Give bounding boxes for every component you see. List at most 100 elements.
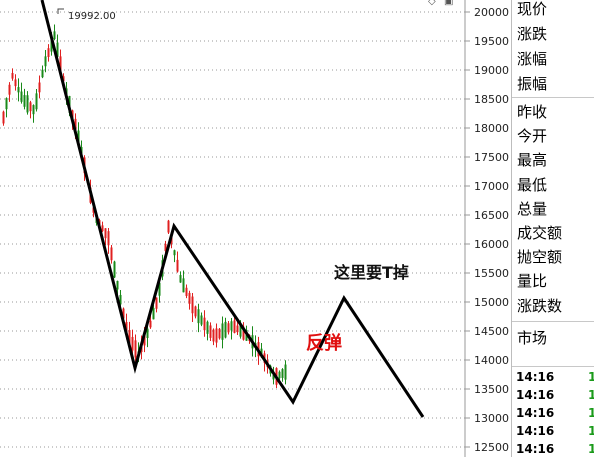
tick-row[interactable]: 14:16 1 [512, 406, 594, 424]
candle-body [32, 105, 35, 115]
tick-time: 14:16 [516, 406, 555, 420]
candle-body [284, 364, 287, 380]
candle-body [59, 56, 62, 73]
candle-body [110, 247, 113, 261]
candle-body [239, 325, 242, 337]
tick-row[interactable]: 14:16 1 [512, 370, 594, 388]
y-tick-label: 12500 [474, 441, 509, 454]
peak-marker [57, 8, 64, 14]
y-tick-label: 15000 [474, 296, 509, 309]
candle-body [26, 95, 29, 113]
candle-body [62, 76, 65, 82]
y-tick-label: 16000 [474, 238, 509, 251]
candle-body [56, 42, 59, 57]
candle-body [230, 321, 233, 331]
candle-body [167, 220, 170, 233]
candle-body [8, 84, 11, 95]
candle-body [38, 82, 41, 93]
diamond-icon[interactable]: ◇ [428, 0, 436, 7]
candle-body [281, 369, 284, 378]
candle-body [50, 36, 53, 52]
y-tick-label: 15500 [474, 267, 509, 280]
candle-body [278, 371, 281, 379]
candle-body [119, 294, 122, 305]
candle-body [188, 292, 191, 304]
candle-body [11, 72, 14, 79]
y-tick-label: 18000 [474, 122, 509, 135]
stat-label: 涨跌数 [517, 296, 563, 315]
stat-label: 最低 [517, 175, 548, 194]
peak-label: 19992.00 [68, 11, 116, 22]
candle-body [20, 91, 23, 102]
tick-row[interactable]: 14:16 1 [512, 388, 594, 406]
tick-time: 14:16 [516, 424, 555, 438]
candle-body [92, 207, 95, 213]
window-icon[interactable]: ▣ [444, 0, 454, 7]
candle-body [197, 309, 200, 324]
tick-row[interactable]: 14:16 1 [512, 442, 594, 460]
candle-body [53, 31, 56, 40]
y-tick-label: 17500 [474, 151, 509, 164]
candle-body [104, 228, 107, 239]
candle-body [158, 282, 161, 296]
candle-body [206, 321, 209, 334]
tick-row[interactable]: 14:16 1 [512, 424, 594, 442]
candle-body [2, 111, 5, 124]
quote-label: 涨幅 [517, 50, 548, 68]
candle-body [173, 250, 176, 256]
stat-label: 今开 [517, 127, 548, 146]
stat-label: 抛空额 [517, 248, 563, 267]
quote-label: 现价 [517, 0, 548, 18]
candle-body [194, 306, 197, 317]
candle-body [146, 328, 149, 338]
candle-body [191, 296, 194, 314]
stat-label: 成交额 [517, 224, 563, 242]
y-tick-label: 18500 [474, 93, 509, 106]
candle-body [218, 328, 221, 339]
candle-body [23, 95, 26, 107]
candle-body [113, 261, 116, 278]
candle-body [44, 56, 47, 67]
y-tick-label: 19500 [474, 35, 509, 48]
candle-body [155, 297, 158, 309]
candle-body [107, 231, 110, 246]
candle-body [182, 278, 185, 293]
y-tick-label: 19000 [474, 64, 509, 77]
y-tick-label: 13500 [474, 383, 509, 396]
candle-body [179, 275, 182, 283]
tick-time: 14:16 [516, 388, 555, 402]
market-label[interactable]: 市场 [517, 329, 548, 347]
tick-value: 1 [588, 388, 594, 402]
divider [512, 366, 594, 367]
candle-body [236, 325, 239, 333]
candle-body [200, 315, 203, 325]
candle-body [5, 98, 8, 110]
divider [512, 97, 594, 98]
candle-body [227, 323, 230, 333]
tick-value: 1 [588, 442, 594, 456]
y-tick-label: 20000 [474, 6, 509, 19]
stat-label: 最高 [517, 151, 548, 170]
candle-body [215, 328, 218, 343]
candle-body [143, 335, 146, 346]
candle-body [224, 321, 227, 338]
quote-label: 振幅 [517, 75, 548, 93]
stat-label: 昨收 [517, 103, 548, 121]
candle-body [122, 308, 125, 319]
candlestick-chart[interactable]: 20000 19500 19000 18500 18000 17500 17000 16500… [0, 0, 511, 457]
candle-body [134, 340, 137, 358]
candle-body [41, 69, 44, 78]
candle-body [164, 244, 167, 251]
candle-body [203, 317, 206, 331]
trend-zigzag-line [40, 0, 425, 418]
candle-body [14, 79, 17, 87]
quote-label: 涨跌 [517, 25, 548, 43]
candle-body [29, 102, 32, 112]
candle-body [17, 87, 20, 93]
candle-body [242, 326, 245, 340]
y-tick-label: 14000 [474, 354, 509, 367]
candle-body [35, 93, 38, 110]
y-tick-label: 14500 [474, 325, 509, 338]
stat-label: 总量 [517, 199, 548, 218]
annotation-t-label: 这里要T掉 [334, 263, 409, 282]
